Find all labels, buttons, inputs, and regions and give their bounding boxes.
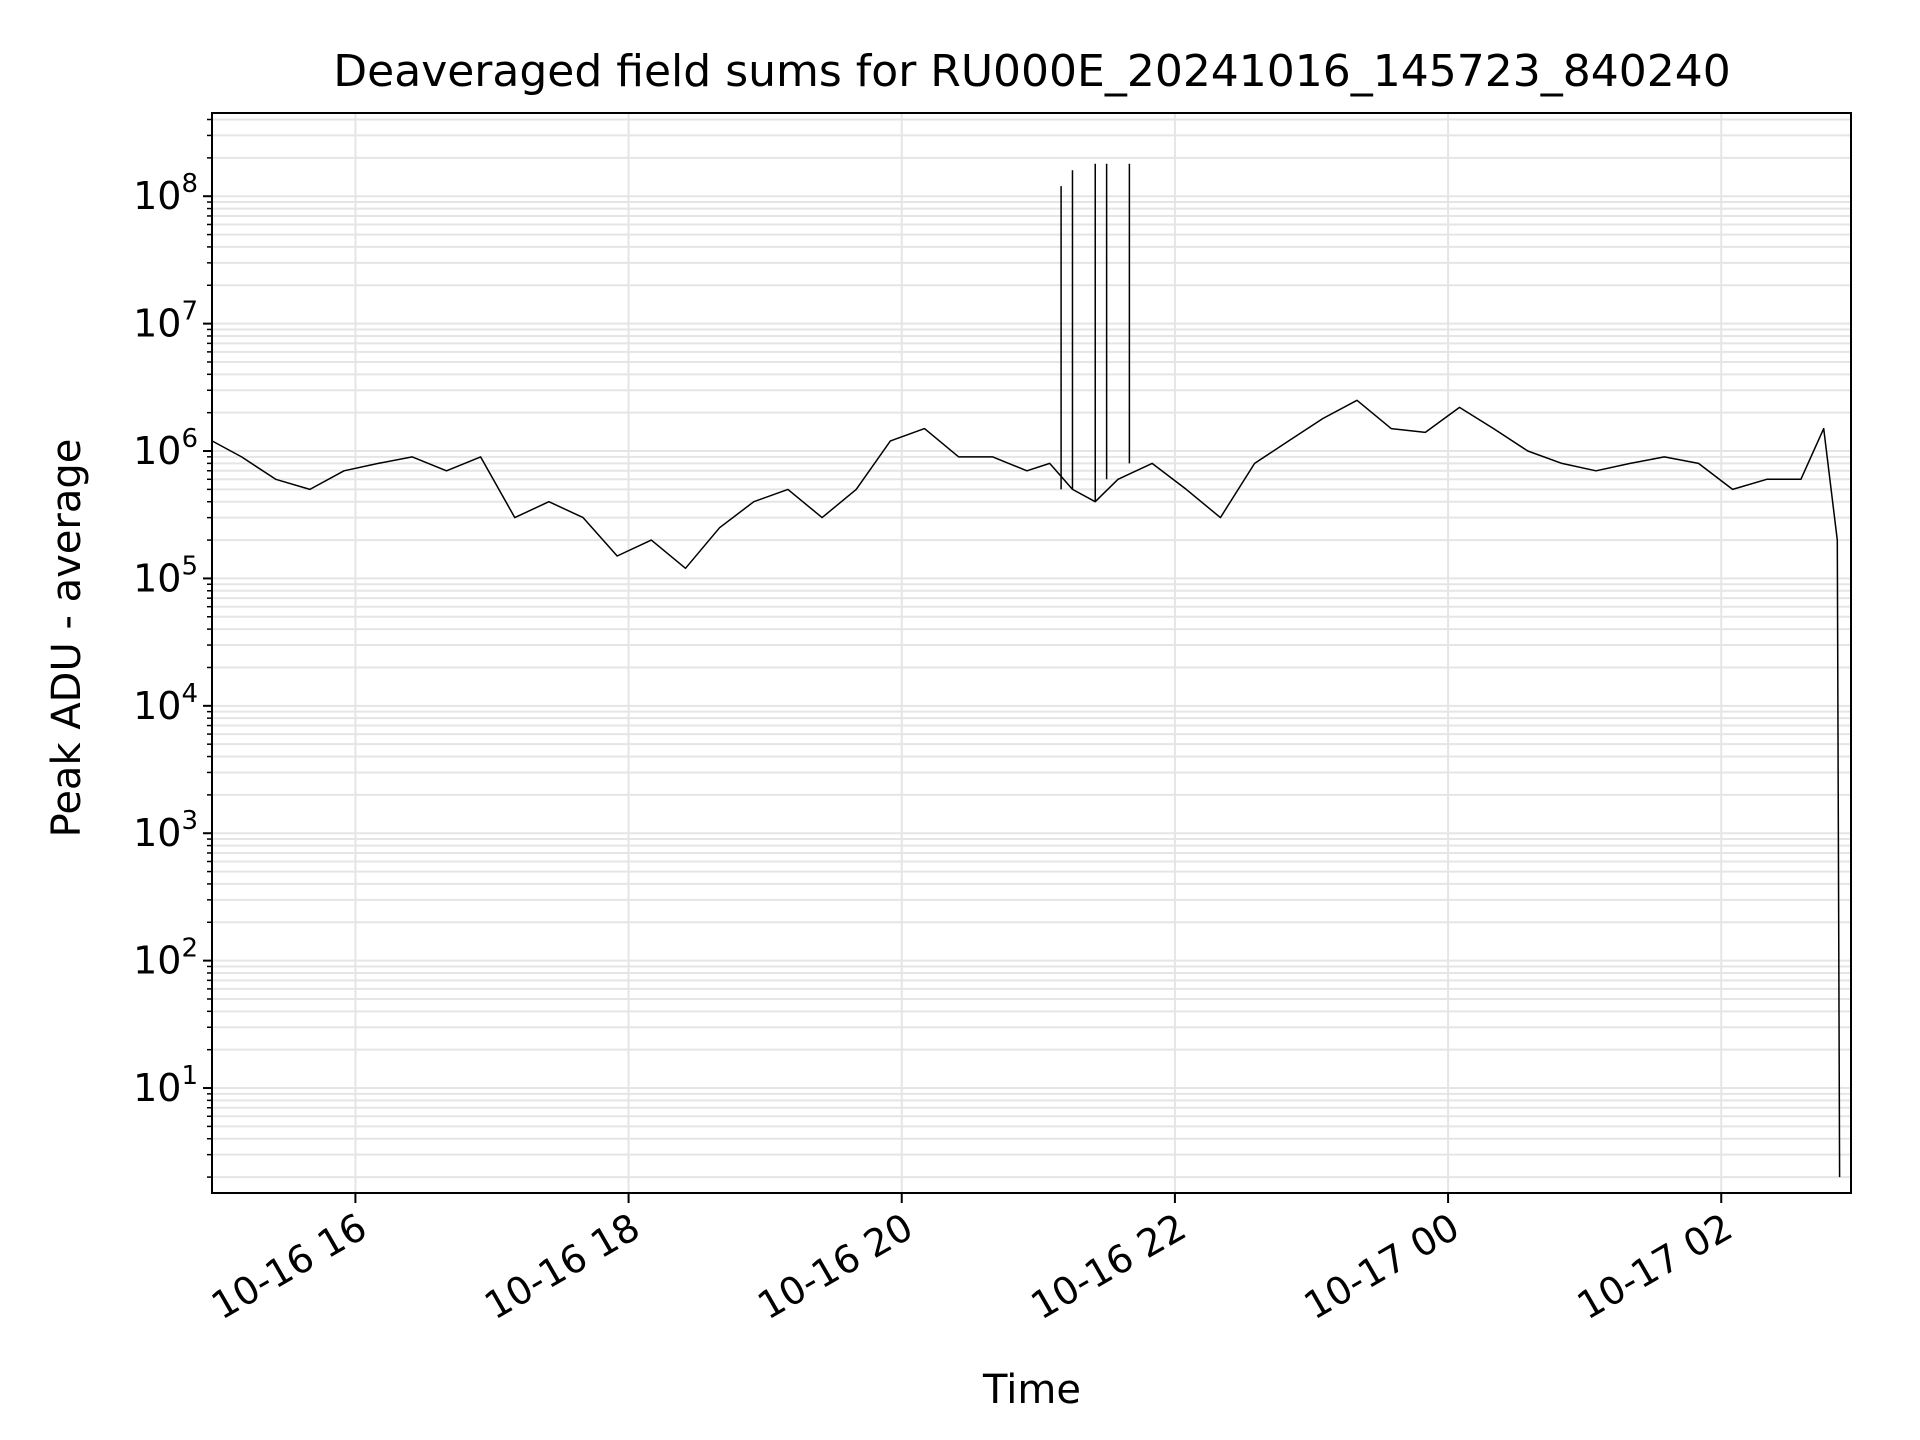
y-tick-label: 103	[133, 806, 198, 855]
y-tick-label: 108	[133, 169, 198, 218]
chart-title: Deaveraged field sums for RU000E_2024101…	[333, 46, 1730, 97]
y-axis-label: Peak ADU - average	[44, 439, 90, 838]
y-tick-label: 105	[133, 551, 198, 600]
y-tick-label: 106	[133, 424, 198, 473]
y-tick-label: 102	[133, 934, 198, 983]
y-tick-label: 107	[133, 297, 198, 346]
x-axis-label: Time	[982, 1367, 1081, 1413]
plot-frame	[211, 112, 1852, 1194]
y-tick-label: 104	[133, 679, 198, 728]
y-tick-label: 101	[133, 1061, 198, 1110]
grid	[212, 113, 1851, 1193]
series-layer	[211, 163, 1841, 1178]
